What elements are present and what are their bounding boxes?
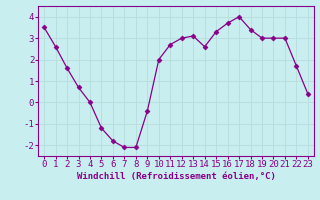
X-axis label: Windchill (Refroidissement éolien,°C): Windchill (Refroidissement éolien,°C) xyxy=(76,172,276,181)
